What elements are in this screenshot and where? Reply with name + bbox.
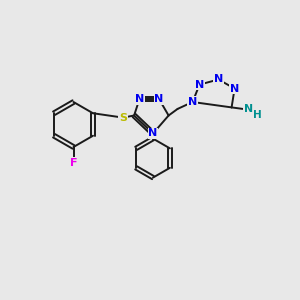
Text: S: S — [119, 112, 127, 123]
Text: N: N — [148, 128, 158, 139]
Text: H: H — [253, 110, 262, 121]
Text: N: N — [188, 97, 197, 107]
Text: N: N — [230, 83, 239, 94]
Text: N: N — [135, 94, 144, 104]
Text: N: N — [154, 94, 164, 104]
Text: N: N — [244, 104, 253, 114]
Text: F: F — [70, 158, 77, 168]
Text: N: N — [195, 80, 204, 90]
Text: N: N — [214, 74, 223, 85]
